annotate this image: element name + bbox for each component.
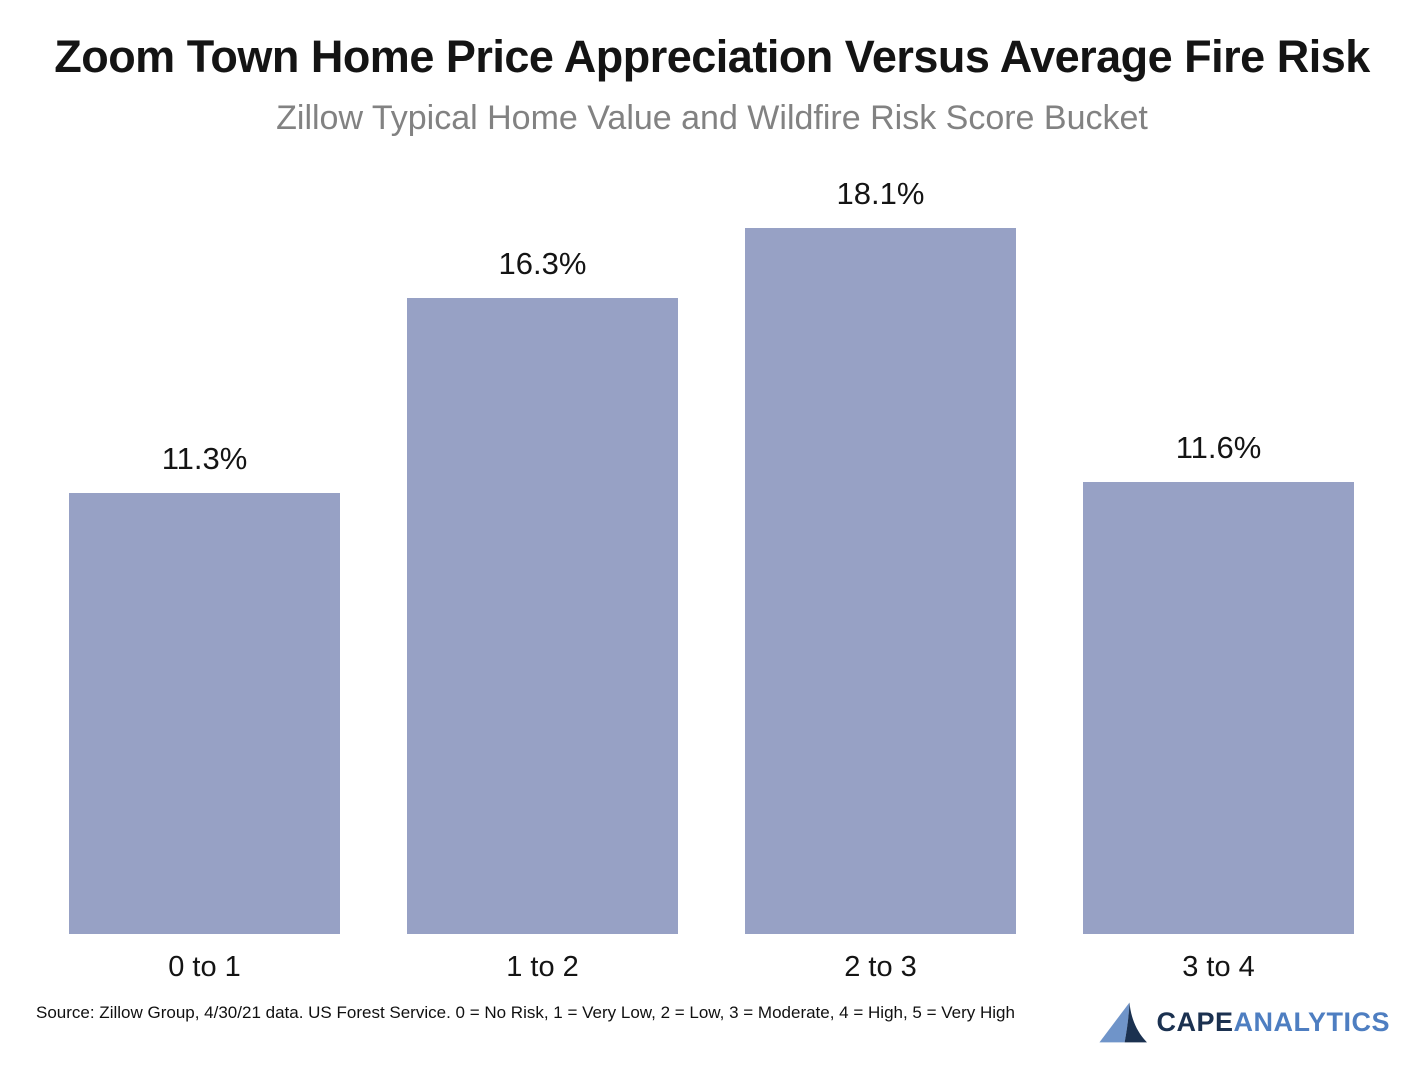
source-note: Source: Zillow Group, 4/30/21 data. US F… [36, 1003, 1015, 1022]
bar-x-label: 2 to 3 [844, 950, 917, 983]
chart-subtitle: Zillow Typical Home Value and Wildfire R… [276, 99, 1148, 137]
bar-column: 16.3% 1 to 2 [407, 247, 678, 1000]
brand-name-cape: CAPE [1156, 1007, 1234, 1037]
bar-column: 11.6% 3 to 4 [1083, 431, 1354, 1000]
bar [69, 493, 340, 934]
bar-value-label: 16.3% [498, 246, 587, 281]
bar-column: 18.1% 2 to 3 [745, 177, 1016, 1000]
bar-column: 11.3% 0 to 1 [69, 442, 340, 1000]
brand-wordmark: CAPEANALYTICS [1156, 999, 1390, 1045]
brand-logo: CAPEANALYTICS [1097, 999, 1390, 1045]
bar [407, 298, 678, 934]
bar [1083, 482, 1354, 934]
brand-name-analytics: ANALYTICS [1233, 1007, 1390, 1037]
triangle-sail-icon [1099, 1002, 1148, 1043]
bar-x-label: 3 to 4 [1182, 950, 1255, 983]
bar-value-label: 11.6% [1175, 430, 1262, 465]
bar-value-label: 11.3% [161, 441, 248, 476]
bar [745, 228, 1016, 934]
bar-x-label: 0 to 1 [168, 950, 241, 983]
bar-x-label: 1 to 2 [506, 950, 579, 983]
bar-value-label: 18.1% [836, 176, 925, 211]
plot-area: 11.3% 0 to 1 16.3% 1 to 2 18.1% 2 to 3 11.6% 3 … [0, 177, 1424, 1000]
chart-title: Zoom Town Home Price Appreciation Versus… [54, 31, 1370, 82]
